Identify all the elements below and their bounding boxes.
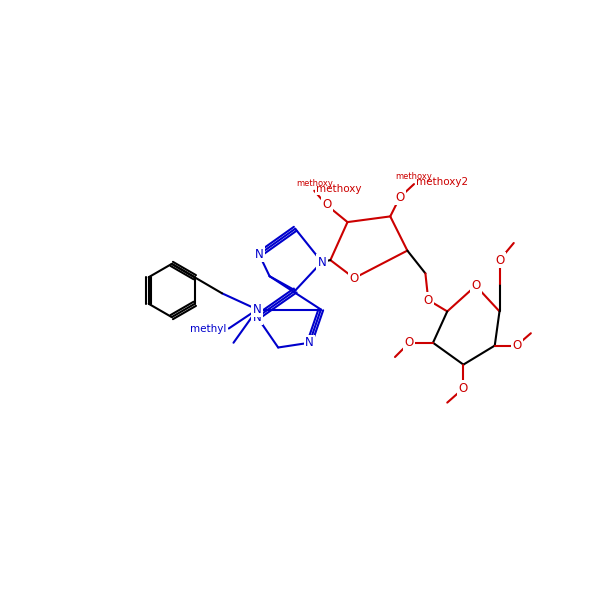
- Text: N: N: [255, 248, 263, 261]
- Text: O: O: [424, 293, 433, 307]
- Text: N: N: [253, 311, 262, 323]
- Text: O: O: [322, 199, 331, 211]
- Text: O: O: [512, 339, 521, 352]
- Text: N: N: [317, 256, 326, 269]
- Text: methoxy: methoxy: [395, 172, 433, 181]
- Text: O: O: [395, 191, 404, 204]
- Text: methoxy: methoxy: [296, 179, 332, 188]
- Text: O: O: [404, 336, 414, 349]
- Text: O: O: [459, 382, 468, 395]
- Text: methyl: methyl: [190, 323, 227, 334]
- Text: O: O: [495, 254, 504, 266]
- Text: methoxy2: methoxy2: [416, 177, 468, 187]
- Text: O: O: [471, 279, 481, 292]
- Text: N: N: [305, 336, 314, 349]
- Text: O: O: [350, 272, 359, 284]
- Text: N: N: [253, 303, 262, 316]
- Text: methoxy: methoxy: [316, 184, 362, 194]
